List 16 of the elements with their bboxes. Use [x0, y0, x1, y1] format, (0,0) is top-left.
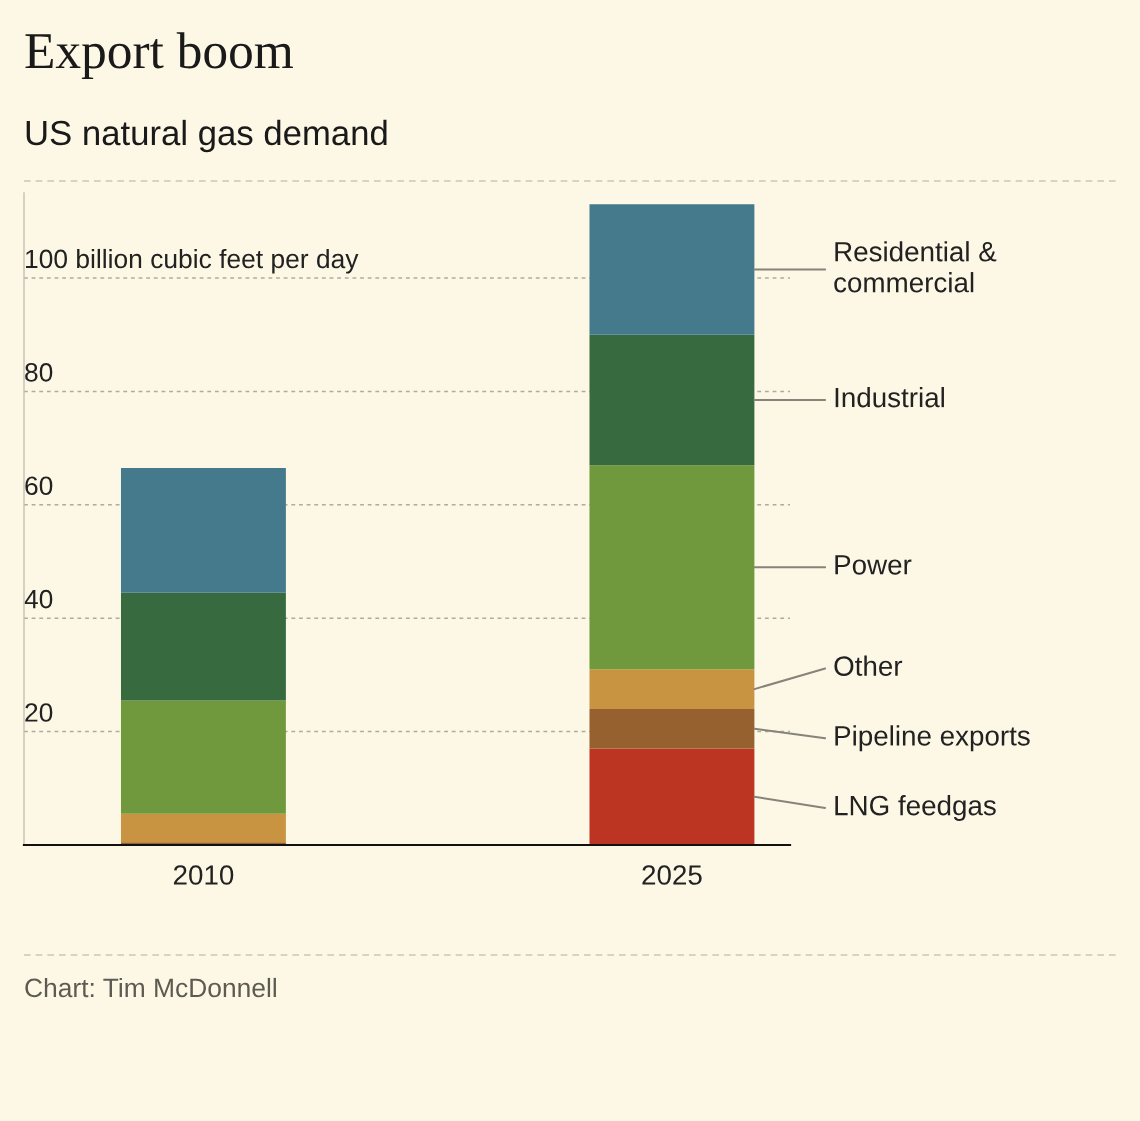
y-tick-label: 20: [25, 703, 53, 722]
text: Power: [835, 555, 912, 575]
text: Residential & commercial: [834, 241, 997, 293]
x-tick-label: 2010: [173, 865, 234, 885]
y-tick-label: 100 billion cubic feet per day: [26, 248, 359, 274]
x-tick-label: 2025: [642, 865, 702, 885]
y-tick-label: 40: [24, 589, 53, 609]
text: Other: [834, 655, 903, 676]
text: Industrial: [835, 386, 944, 408]
y-tick-label: 80: [25, 363, 53, 382]
text: LNG feedgas: [835, 795, 996, 821]
text: Pipeline exports: [835, 725, 1030, 752]
chart-subtitle: US natural gas demand: [26, 119, 387, 153]
y-tick-label: 60: [25, 476, 53, 496]
chart-title: Export boom: [25, 32, 293, 79]
text: Chart: Tim McDonnell: [25, 977, 276, 998]
